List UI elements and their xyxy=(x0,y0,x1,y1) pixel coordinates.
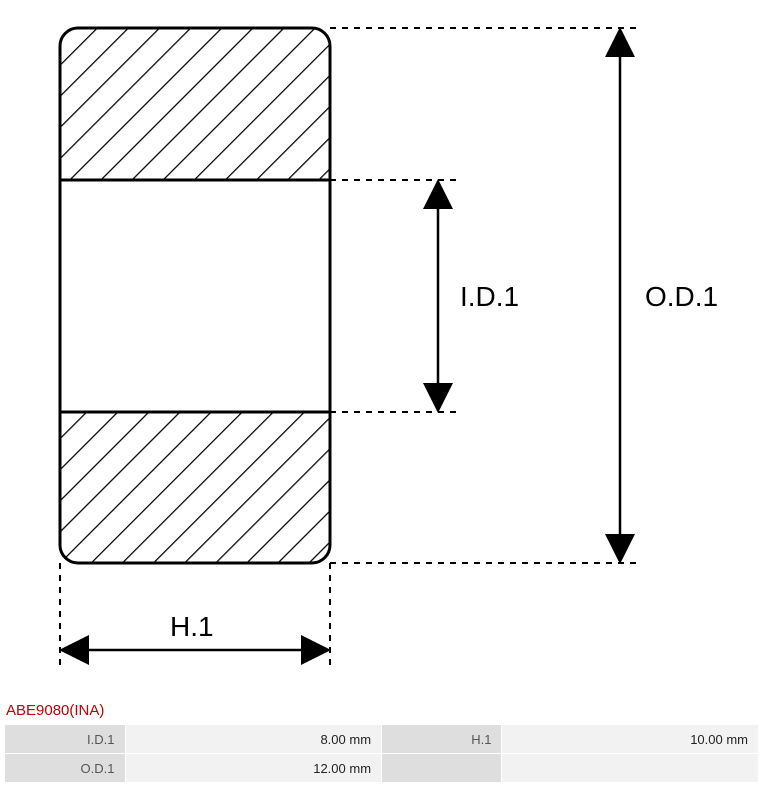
spec-table: I.D.1 8.00 mm H.1 10.00 mm O.D.1 12.00 m… xyxy=(4,724,759,783)
spec-key xyxy=(382,754,501,782)
spec-value xyxy=(502,754,758,782)
hatched-upper-section xyxy=(60,28,330,180)
h-label: H.1 xyxy=(170,611,214,642)
hatched-lower-section xyxy=(60,412,330,563)
spec-value: 12.00 mm xyxy=(126,754,382,782)
id-label: I.D.1 xyxy=(460,281,519,312)
table-row: O.D.1 12.00 mm xyxy=(5,754,758,782)
spec-key: O.D.1 xyxy=(5,754,125,782)
spec-key: H.1 xyxy=(382,725,501,753)
spec-value: 8.00 mm xyxy=(126,725,382,753)
spec-value: 10.00 mm xyxy=(502,725,758,753)
spec-key: I.D.1 xyxy=(5,725,125,753)
bearing-cross-section-diagram: O.D.1 I.D.1 H.1 xyxy=(0,0,763,720)
od-label: O.D.1 xyxy=(645,281,718,312)
part-number-label: ABE9080(INA) xyxy=(6,702,104,719)
diagram-svg: O.D.1 I.D.1 H.1 xyxy=(0,0,763,700)
table-row: I.D.1 8.00 mm H.1 10.00 mm xyxy=(5,725,758,753)
